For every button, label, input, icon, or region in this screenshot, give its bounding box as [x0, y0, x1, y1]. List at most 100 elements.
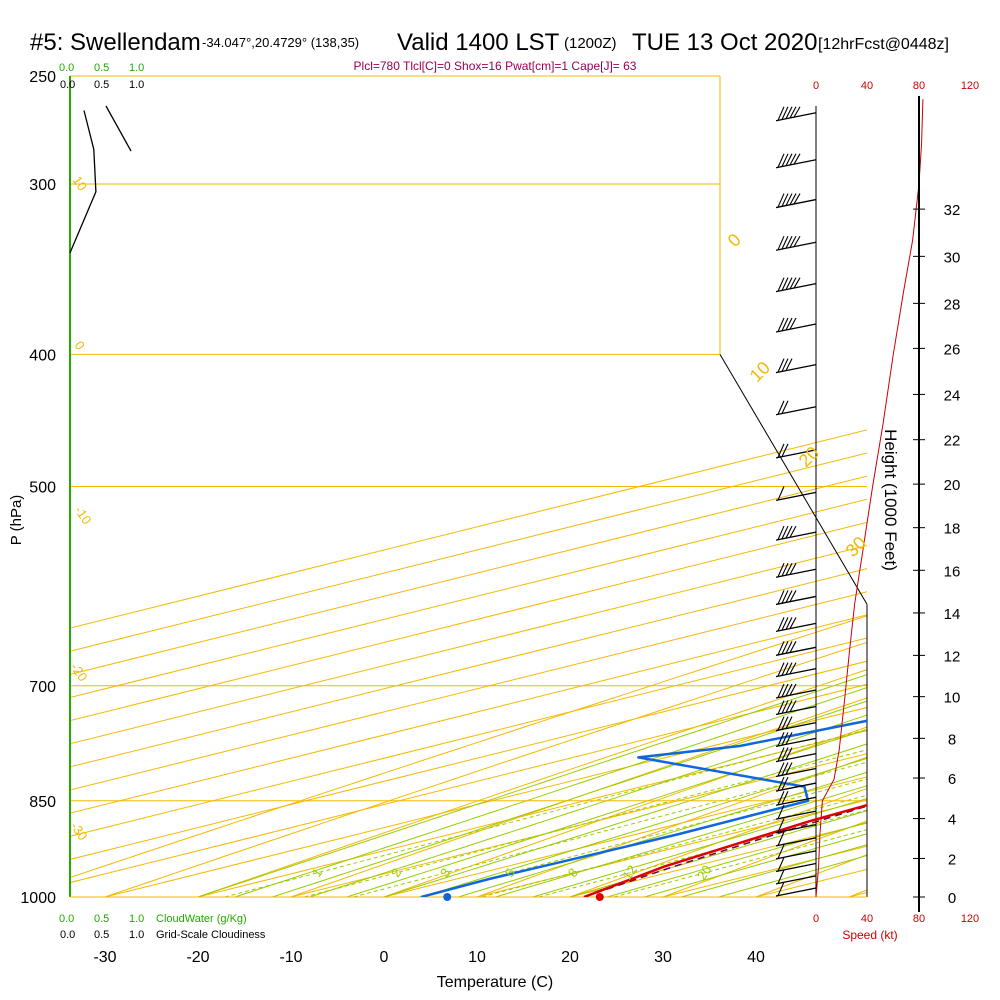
wind-barb-feather	[789, 193, 797, 206]
temperature-tick-label: -10	[279, 949, 302, 966]
pressure-tick-label: 500	[29, 480, 56, 497]
temperature-tick-label: 0	[380, 949, 389, 966]
dry-adiabat-line	[383, 726, 867, 897]
speed-top-0: 0	[813, 80, 819, 92]
parcel-line	[583, 805, 867, 897]
wind-barb-feather	[785, 762, 793, 775]
wind-barb-feather	[777, 732, 785, 747]
wind-barb-feather	[785, 617, 793, 630]
wind-barb-feather	[781, 732, 789, 746]
wind-barb-feather	[793, 193, 801, 205]
cloudiness-label: Grid-Scale Cloudiness	[156, 929, 266, 941]
wind-barb-feather	[781, 590, 789, 604]
moist-adiabat-line	[569, 810, 867, 897]
speed-top-40: 40	[861, 80, 873, 92]
height-tick-label: 12	[944, 648, 961, 665]
wind-barb-feather	[777, 844, 785, 859]
height-tick-label: 30	[944, 249, 961, 266]
wind-barb-feather	[781, 317, 789, 332]
wind-barb-feather	[785, 732, 793, 745]
isotherm-line	[848, 892, 867, 897]
cloudiness-bottom-0: 0.0	[60, 929, 75, 941]
wind-barb-feather	[789, 106, 797, 119]
wind-barb-feather	[785, 277, 793, 290]
wind-barb-feather	[777, 869, 785, 884]
speed-top-80: 80	[913, 80, 925, 92]
height-tick-label: 18	[944, 521, 961, 538]
wind-barb-feather	[781, 762, 789, 776]
speed-bottom-40: 40	[861, 913, 873, 925]
wind-barb-feather	[777, 153, 785, 168]
tropopause-edge	[719, 354, 868, 605]
forecast-run: [12hrFcst@0448z]	[818, 36, 949, 53]
wind-barb-feather	[777, 277, 785, 292]
cloudiness-top-1: 1.0	[129, 79, 144, 91]
wind-barb-feather	[781, 153, 789, 167]
wind-barb-feather	[789, 525, 797, 538]
mixing-ratio-line	[304, 749, 867, 897]
height-tick-label: 20	[944, 477, 961, 494]
mixing-ratio-line	[353, 761, 867, 897]
wind-barb-feather	[785, 683, 793, 697]
wind-barb-feather	[777, 525, 785, 540]
moist-adiabat-line	[309, 714, 867, 897]
cloudwater-bottom-0: 0.0	[59, 913, 74, 925]
wind-barb-feather	[777, 443, 785, 458]
pressure-tick-label: 850	[29, 794, 56, 811]
cloudwater-bottom-1: 1.0	[129, 913, 144, 925]
cloudiness-top-line	[105, 105, 132, 152]
pressure-tick-label: 700	[29, 679, 56, 696]
wind-barb-feather	[789, 317, 797, 330]
moist-adiabat-line	[235, 687, 867, 897]
moist-adiabat-line	[421, 757, 867, 897]
mixing-ratio-label: 8	[565, 865, 581, 880]
wind-barb	[775, 491, 817, 502]
pressure-tick-label: 300	[29, 177, 56, 194]
wind-barb-feather	[777, 662, 785, 677]
height-tick-label: 32	[944, 202, 961, 219]
moist-adiabat-line	[272, 700, 867, 897]
wind-barb-feather	[785, 106, 793, 119]
wind-barb-feather	[777, 563, 785, 578]
wind-barb	[775, 875, 817, 885]
wind-barb-feather	[777, 700, 785, 715]
temperature-tick-label: 40	[747, 949, 765, 966]
cloudiness-bottom-1: 1.0	[129, 929, 144, 941]
wind-barb-feather	[793, 153, 801, 165]
height-tick-label: 0	[948, 890, 956, 907]
wind-barb-feather	[785, 235, 793, 249]
wind-speed-line	[815, 99, 924, 898]
wind-barb-feather	[777, 617, 785, 632]
pressure-tick-label: 400	[29, 347, 56, 364]
wind-barb-feather	[777, 193, 785, 208]
moist-adiabat-line	[532, 798, 867, 897]
mixing-ratio-label: 20	[694, 862, 715, 882]
speed-top-120: 120	[961, 80, 979, 92]
wind-barb-feather	[785, 317, 793, 331]
temperature-tick-label: -30	[93, 949, 116, 966]
wind-barb-feather	[781, 747, 789, 761]
cloudiness-bottom-05: 0.5	[94, 929, 109, 941]
cloudwater-top-0: 0.0	[59, 62, 74, 74]
wind-barb-feather	[785, 590, 793, 603]
wind-barb-feather	[781, 106, 789, 120]
stability-params: Plcl=780 Tlcl[C]=0 Shox=16 Pwat[cm]=1 Ca…	[354, 59, 637, 73]
dry-adiabat-line	[197, 669, 867, 897]
moist-adiabat-line	[346, 728, 867, 897]
wind-barb-feather	[781, 358, 789, 372]
valid-time-z: (1200Z)	[564, 35, 617, 52]
height-tick-label: 28	[944, 296, 961, 313]
height-tick-label: 6	[948, 771, 956, 788]
pressure-tick-label: 250	[29, 69, 56, 86]
dry-adiabat-label: 0	[72, 338, 88, 353]
isotherm-line	[70, 683, 867, 884]
wind-barb	[775, 862, 817, 873]
wind-barb	[775, 810, 817, 820]
temperature-tick-label: 30	[654, 949, 672, 966]
wind-barb-feather	[789, 590, 797, 602]
wind-barb-feather	[785, 641, 793, 654]
wind-barb-feather	[781, 400, 789, 414]
wind-barb-feather	[785, 563, 793, 576]
wind-barb-feather	[785, 716, 793, 729]
